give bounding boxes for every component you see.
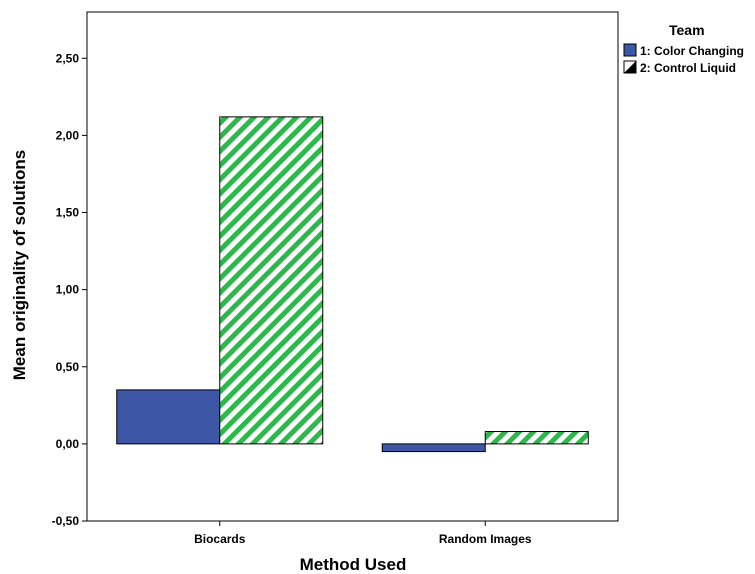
y-axis: -0,50 0,00 0,50 1,00 1,50 2,00 2,50 (52, 51, 87, 528)
x-tick-label: Random Images (439, 532, 532, 546)
y-tick-label: 0,00 (56, 437, 80, 451)
y-tick-label: 0,50 (56, 360, 80, 374)
y-tick-label: 1,00 (56, 283, 80, 297)
bar-color-changing-0 (116, 389, 221, 445)
legend: Team 1: Color Changing 2: Control Liquid (623, 22, 744, 75)
plot-area (86, 11, 619, 522)
bar-control-liquid-0 (219, 116, 324, 445)
y-tick-label: -0,50 (52, 514, 80, 528)
bar-control-liquid-1 (484, 431, 589, 445)
x-axis: Biocards Random Images (194, 521, 532, 546)
legend-item-color-changing: 1: Color Changing (623, 43, 744, 58)
x-tick-label: Biocards (194, 532, 246, 546)
y-tick-label: 1,50 (56, 206, 80, 220)
legend-swatch-hatch (624, 61, 636, 73)
legend-label-control-liquid: 2: Control Liquid (640, 61, 736, 75)
bar-color-changing-1 (381, 443, 486, 453)
legend-item-control-liquid: 2: Control Liquid (623, 60, 736, 75)
y-tick-label: 2,00 (56, 128, 80, 142)
y-axis-title: Mean originality of solutions (10, 150, 29, 380)
legend-swatch-color-changing (623, 43, 637, 57)
bars (116, 116, 589, 453)
legend-title: Team (669, 22, 705, 38)
legend-label-color-changing: 1: Color Changing (640, 44, 744, 58)
x-axis-title: Method Used (300, 555, 407, 574)
y-tick-label: 2,50 (56, 51, 80, 65)
